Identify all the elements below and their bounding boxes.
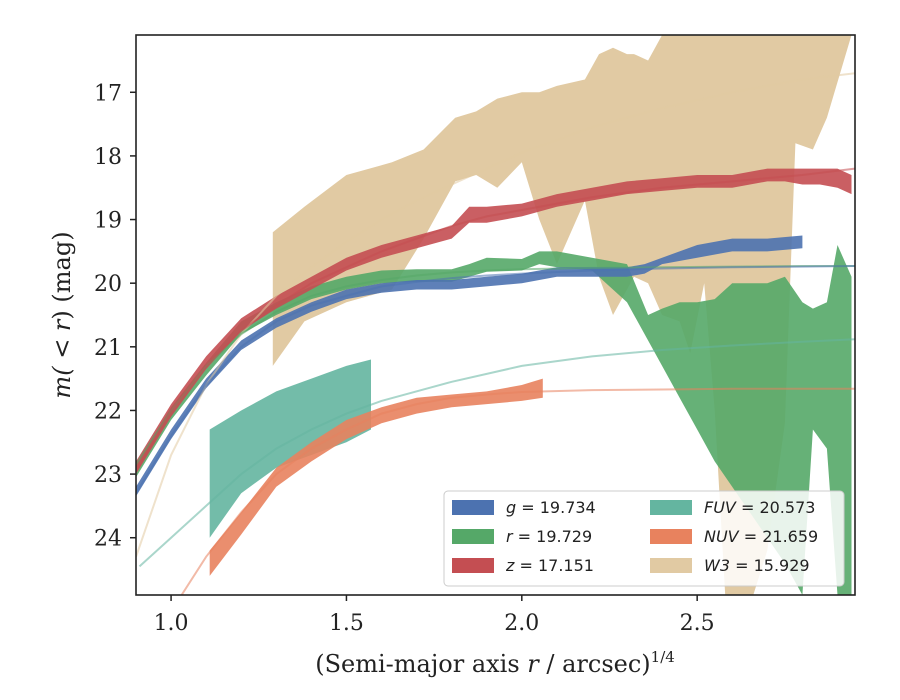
y-tick-label: 24 xyxy=(94,527,122,552)
y-tick-label: 22 xyxy=(94,399,122,424)
fit-curve-w3 xyxy=(136,72,855,558)
y-axis: 17 18 19 20 21 22 23 24 xyxy=(94,81,136,552)
x-tick-label: 2.5 xyxy=(680,611,715,636)
y-tick-label: 20 xyxy=(94,272,122,297)
legend-item-r: r = 19.729 xyxy=(452,527,592,546)
legend-item-g: g = 19.734 xyxy=(452,498,596,517)
plot-frame xyxy=(135,34,856,596)
legend: g = 19.734 r = 19.729 z = 17.151 FUV = 20.5… xyxy=(443,490,845,587)
legend-swatch xyxy=(452,529,494,544)
y-tick-label: 23 xyxy=(94,463,122,488)
band-r xyxy=(136,245,852,595)
fit-curve-g xyxy=(136,265,855,494)
band-fuv xyxy=(209,359,371,538)
fit-curve-fuv xyxy=(138,338,855,568)
x-axis-label: (Semi-major axis r / arcsec)1/4 xyxy=(315,648,675,678)
y-axis-label: m( < r) (mag) xyxy=(48,231,76,398)
legend-swatch xyxy=(650,529,692,544)
legend-label: r = 19.729 xyxy=(506,527,592,546)
legend-label: FUV = 20.573 xyxy=(704,498,815,517)
y-tick-label: 17 xyxy=(94,81,122,106)
y-tick-label: 18 xyxy=(94,145,122,170)
legend-item-w3: W3 = 15.929 xyxy=(650,556,810,575)
x-tick-label: 1.5 xyxy=(329,611,364,636)
fit-curve-z xyxy=(136,167,855,472)
legend-swatch xyxy=(452,558,494,573)
legend-swatch xyxy=(650,500,692,515)
plot-area xyxy=(136,35,855,595)
legend-label: z = 17.151 xyxy=(505,556,594,575)
legend-item-z: z = 17.151 xyxy=(452,556,594,575)
legend-swatch xyxy=(452,500,494,515)
x-tick-label: 2.0 xyxy=(504,611,539,636)
y-tick-label: 21 xyxy=(94,336,122,361)
legend-label: NUV = 21.659 xyxy=(704,527,818,546)
fit-curve-nuv xyxy=(180,387,855,595)
y-tick-label: 19 xyxy=(94,209,122,234)
x-axis: 1.0 1.5 2.0 2.5 xyxy=(154,595,715,636)
legend-item-fuv: FUV = 20.573 xyxy=(650,498,815,517)
band-g xyxy=(136,235,803,497)
legend-frame xyxy=(443,490,845,587)
x-tick-label: 1.0 xyxy=(154,611,189,636)
fit-curve-r xyxy=(136,265,855,466)
legend-swatch xyxy=(650,558,692,573)
legend-label: g = 19.734 xyxy=(506,498,596,517)
band-nuv xyxy=(209,378,543,576)
legend-label: W3 = 15.929 xyxy=(704,556,810,575)
legend-item-nuv: NUV = 21.659 xyxy=(650,527,818,546)
